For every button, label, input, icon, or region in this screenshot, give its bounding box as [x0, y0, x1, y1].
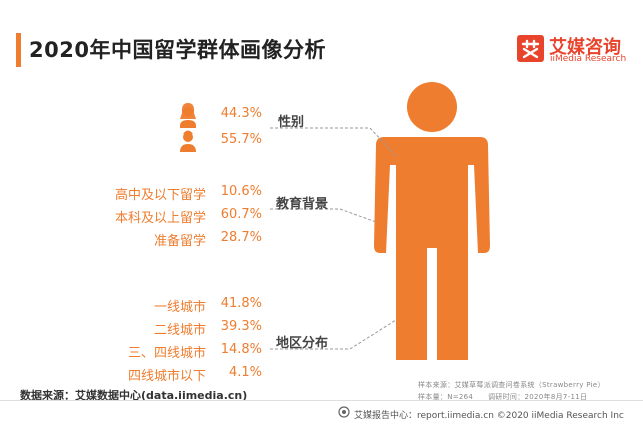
section-label-education: 教育背景: [276, 193, 328, 212]
section-label-region: 地区分布: [276, 332, 328, 351]
region-pct: 41.8%: [212, 296, 262, 311]
region-category: 二线城市: [108, 319, 206, 338]
region-category: 四线城市以下: [108, 365, 206, 384]
gender-female-pct: 44.3%: [212, 106, 262, 121]
education-category: 本科及以上留学: [108, 207, 206, 226]
male-icon: [180, 131, 196, 153]
region-category: 三、四线城市: [108, 342, 206, 361]
female-icon: [180, 103, 196, 128]
human-figure: [374, 82, 490, 360]
footer-divider: [0, 400, 643, 401]
region-pct: 14.8%: [212, 342, 262, 357]
education-pct: 28.7%: [212, 230, 262, 245]
sample-source: 样本来源：艾媒草莓派调查问卷系统（Strawberry Pie）: [418, 380, 605, 390]
region-pct: 4.1%: [212, 365, 262, 380]
education-pct: 60.7%: [212, 207, 262, 222]
education-pct: 10.6%: [212, 184, 262, 199]
gender-male-pct: 55.7%: [212, 132, 262, 147]
education-category: 高中及以下留学: [108, 184, 206, 203]
region-category: 一线城市: [108, 296, 206, 315]
report-center-icon: [338, 406, 350, 418]
report-center-link[interactable]: 艾媒报告中心：report.iimedia.cn ©2020 iiMedia R…: [354, 408, 624, 421]
section-label-gender: 性别: [278, 111, 304, 130]
education-category: 准备留学: [108, 230, 206, 249]
region-pct: 39.3%: [212, 319, 262, 334]
